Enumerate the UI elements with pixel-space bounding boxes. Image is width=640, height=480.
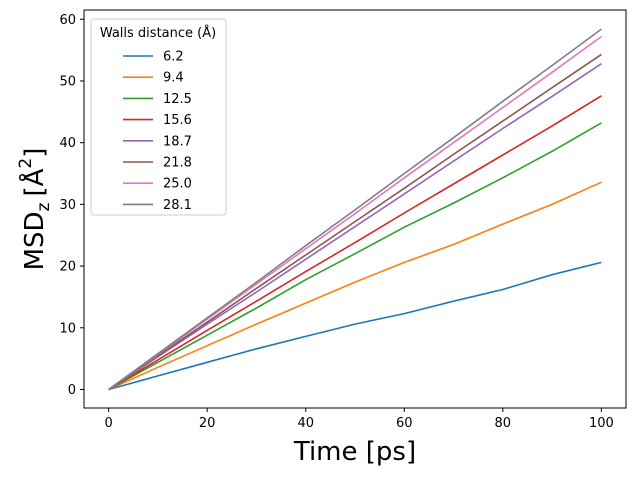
x-axis-title: Time [ps] <box>293 437 416 467</box>
legend-label: 21.8 <box>163 156 192 171</box>
legend-label: 28.1 <box>163 198 192 213</box>
legend-label: 25.0 <box>163 177 192 192</box>
legend-entries: 6.2 9.4 12.5 15.6 18.7 21.8 25.0 28.1 <box>123 50 192 213</box>
series-line-15.6 <box>108 95 602 391</box>
x-tick-label: 60 <box>396 416 413 431</box>
series-line-28.1 <box>108 28 602 391</box>
x-axis-ticks: 0 20 40 60 80 100 <box>104 408 614 431</box>
y-tick-label: 20 <box>59 260 76 275</box>
series-layer <box>108 28 602 391</box>
series-line-9.4 <box>108 181 602 391</box>
series-line-6.2 <box>108 261 602 391</box>
x-tick-label: 100 <box>589 416 614 431</box>
y-axis-ticks: 0 10 20 30 40 50 60 <box>59 13 84 398</box>
y-tick-label: 40 <box>59 136 76 151</box>
y-tick-label: 50 <box>59 74 76 89</box>
legend-box <box>90 18 227 216</box>
legend-label: 9.4 <box>163 71 184 86</box>
legend-label: 6.2 <box>163 50 184 65</box>
series-line-21.8 <box>108 53 602 391</box>
x-tick-label: 80 <box>495 416 512 431</box>
series-line-12.5 <box>108 122 602 391</box>
series-line-25.0 <box>108 35 602 391</box>
y-tick-label: 60 <box>59 13 76 28</box>
legend-label: 15.6 <box>163 113 192 128</box>
y-axis-title: MSDz[Å2] <box>16 148 54 271</box>
y-tick-label: 10 <box>59 321 76 336</box>
legend-label: 12.5 <box>163 92 192 107</box>
x-tick-label: 0 <box>104 416 112 431</box>
y-tick-label: 0 <box>68 383 76 398</box>
x-tick-label: 40 <box>297 416 314 431</box>
series-line-18.7 <box>108 63 602 391</box>
x-tick-label: 20 <box>199 416 216 431</box>
y-tick-label: 30 <box>59 198 76 213</box>
legend-label: 18.7 <box>163 134 192 149</box>
plot-frame <box>83 9 627 409</box>
legend: Walls distance (Å) 6.2 9.4 12.5 15.6 18.7 21.… <box>90 18 227 216</box>
legend-title: Walls distance (Å) <box>100 25 216 41</box>
